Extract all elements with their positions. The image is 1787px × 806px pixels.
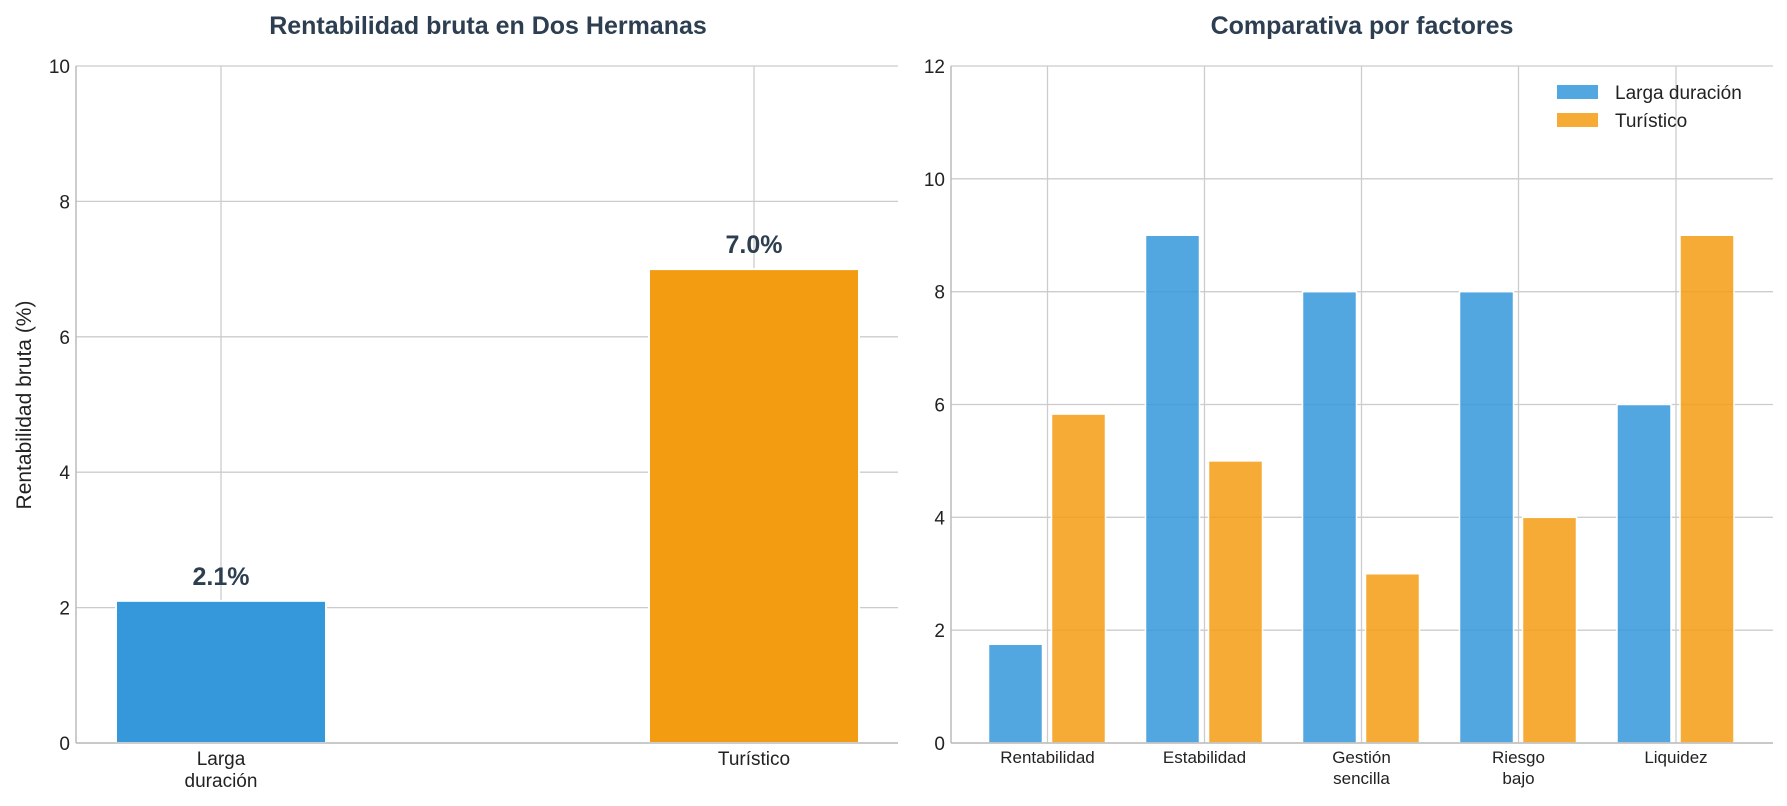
- y-tick-label: 12: [924, 57, 945, 78]
- x-tick-label: Liquidez: [1644, 748, 1707, 767]
- data-label: 7.0%: [726, 231, 783, 259]
- y-tick-label: 8: [934, 283, 945, 304]
- right-chart-title: Comparativa por factores: [1211, 12, 1514, 40]
- legend-label: Turístico: [1615, 111, 1687, 132]
- x-tick-label: Riesgo: [1492, 748, 1545, 767]
- right-chart: Comparativa por factores 0 2 4 6 8 10 12 Renta…: [924, 12, 1773, 788]
- y-tick-label: 10: [924, 170, 945, 191]
- y-tick-label: 2: [934, 621, 945, 642]
- left-chart-bars: [115, 268, 860, 745]
- bar: [1458, 290, 1515, 744]
- x-tick-label: bajo: [1502, 769, 1534, 788]
- x-tick-label: duración: [185, 771, 258, 792]
- bar: [648, 268, 860, 744]
- x-tick-label: Larga: [197, 749, 246, 770]
- right-chart-y-ticks: 0 2 4 6 8 10 12: [924, 57, 946, 755]
- y-tick-label: 2: [59, 599, 70, 620]
- x-tick-label: Estabilidad: [1163, 748, 1246, 767]
- y-tick-label: 6: [59, 328, 70, 349]
- right-chart-x-ticks: Rentabilidad Estabilidad Gestión sencilla Ri…: [1000, 748, 1707, 788]
- bar: [1616, 403, 1672, 744]
- y-tick-label: 4: [59, 463, 70, 484]
- left-chart-axes: [75, 66, 898, 744]
- legend-swatch: [1557, 113, 1598, 127]
- y-tick-label: 10: [49, 57, 70, 78]
- bar: [1679, 234, 1735, 744]
- x-tick-label: Gestión: [1332, 748, 1391, 767]
- bar: [1050, 413, 1107, 744]
- bar: [1364, 573, 1421, 744]
- bar: [1207, 460, 1264, 744]
- legend-swatch: [1557, 85, 1598, 99]
- bar: [1521, 516, 1578, 744]
- y-tick-label: 0: [59, 734, 70, 755]
- y-tick-label: 8: [59, 192, 70, 213]
- legend-label: Larga duración: [1615, 83, 1742, 104]
- bar: [1301, 290, 1358, 744]
- left-chart-data-labels: 2.1% 7.0%: [193, 231, 783, 591]
- left-chart-y-ticks: 0 2 4 6 8 10: [49, 57, 71, 755]
- y-tick-label: 0: [934, 734, 945, 755]
- left-chart: Rentabilidad bruta en Dos Hermanas Renta…: [13, 12, 898, 792]
- y-tick-label: 4: [934, 508, 945, 529]
- bar: [1144, 234, 1201, 744]
- bar: [115, 599, 327, 745]
- right-chart-bars: [987, 234, 1735, 744]
- x-tick-label: Rentabilidad: [1000, 748, 1095, 767]
- data-label: 2.1%: [193, 563, 250, 591]
- x-tick-label: Turístico: [718, 749, 790, 770]
- left-chart-y-axis-label: Rentabilidad bruta (%): [13, 301, 36, 510]
- right-chart-legend: Larga duración Turístico: [1557, 83, 1742, 132]
- x-tick-label: sencilla: [1333, 769, 1390, 788]
- y-tick-label: 6: [934, 396, 945, 417]
- right-chart-axes: [950, 66, 1773, 744]
- left-chart-title: Rentabilidad bruta en Dos Hermanas: [269, 12, 707, 40]
- bar: [987, 643, 1044, 744]
